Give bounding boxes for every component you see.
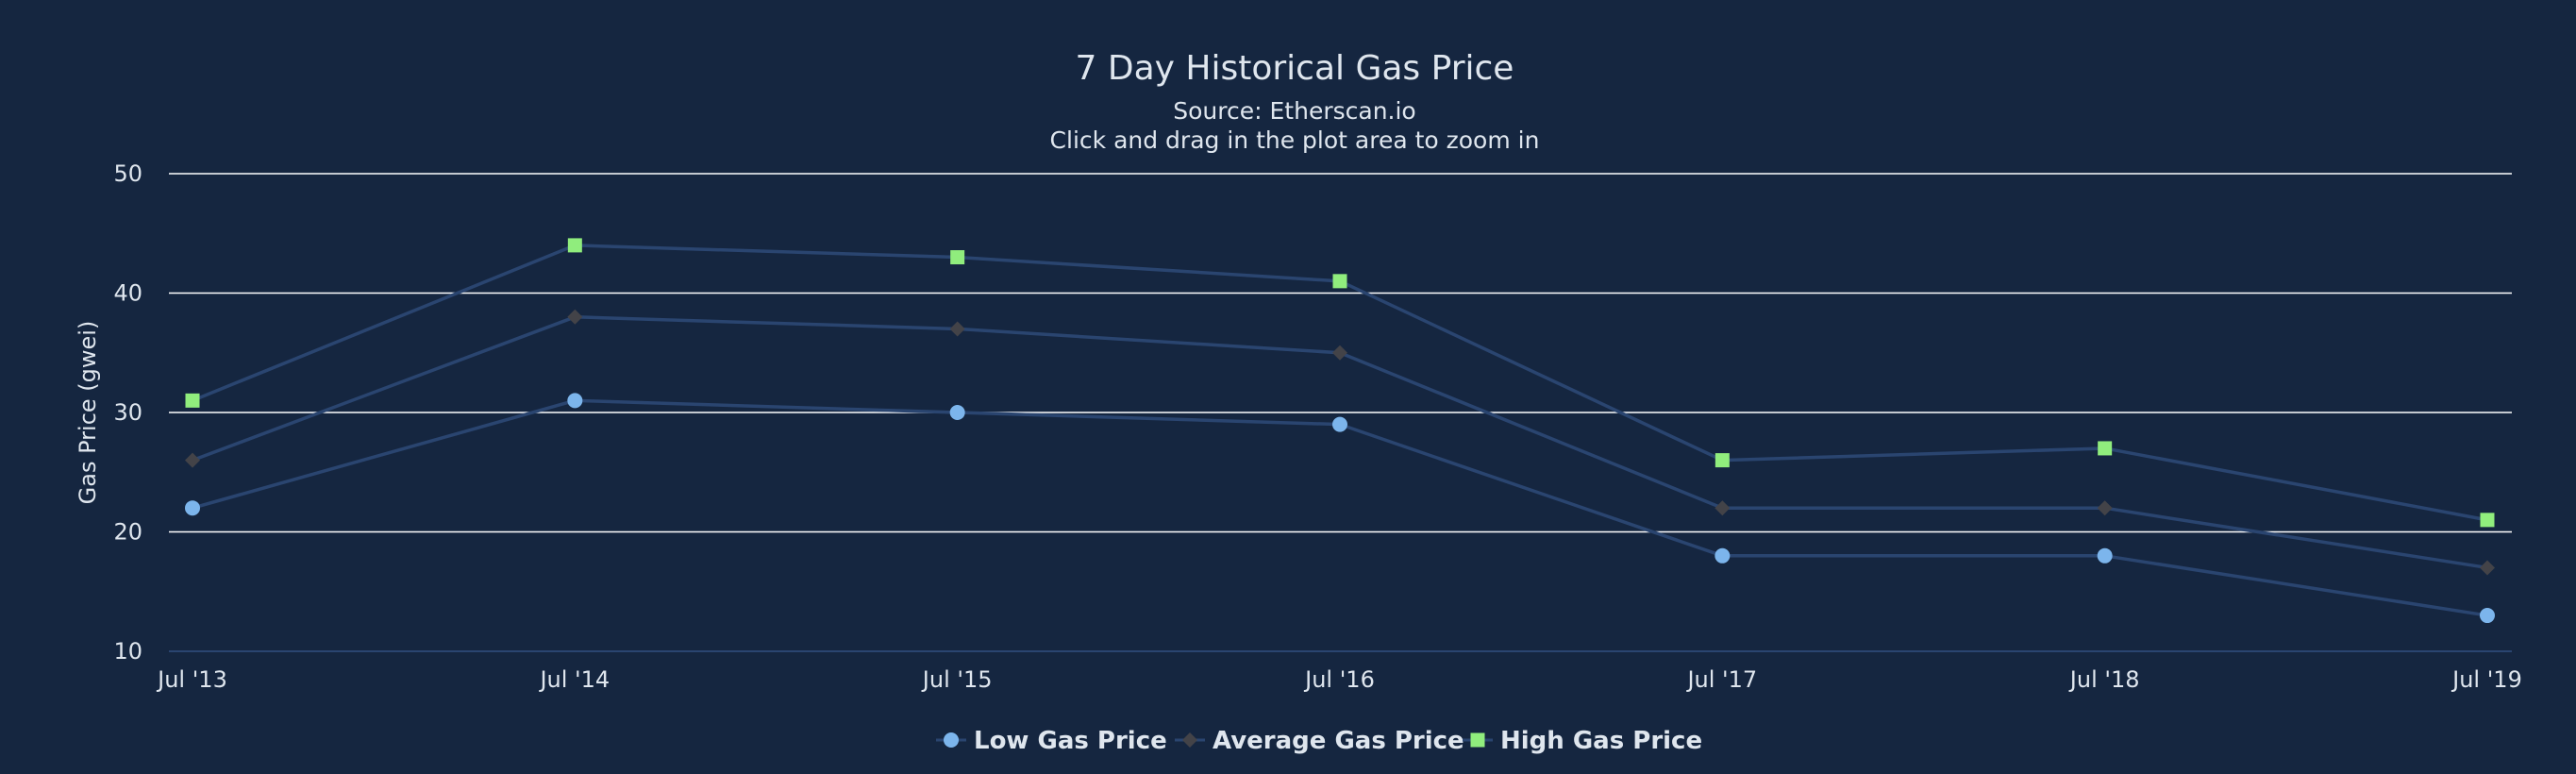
legend-label: High Gas Price xyxy=(1500,727,1702,755)
legend-symbol[interactable] xyxy=(944,732,959,748)
x-tick-label: Jul '15 xyxy=(921,666,993,693)
gridlines xyxy=(169,173,2512,652)
y-tick-label: 40 xyxy=(113,280,142,307)
data-point[interactable] xyxy=(185,500,200,516)
x-tick-label: Jul '18 xyxy=(2068,666,2140,693)
data-point[interactable] xyxy=(2098,441,2113,456)
data-point[interactable] xyxy=(567,238,582,253)
y-axis-title: Gas Price (gwei) xyxy=(75,321,101,505)
series-markers[interactable] xyxy=(185,238,2495,624)
y-axis-ticks: 10 20 30 40 50 xyxy=(113,160,142,665)
x-tick-label: Jul '13 xyxy=(156,666,227,693)
x-tick-label: Jul '14 xyxy=(538,666,610,693)
legend-symbol[interactable] xyxy=(1470,732,1485,748)
x-tick-label: Jul '16 xyxy=(1303,666,1375,693)
legend-item[interactable]: Average Gas Price xyxy=(1175,727,1464,755)
y-tick-label: 50 xyxy=(113,160,142,187)
data-point[interactable] xyxy=(949,405,965,420)
data-point[interactable] xyxy=(950,250,965,265)
legend-label: Low Gas Price xyxy=(974,727,1167,755)
legend-label: Average Gas Price xyxy=(1213,727,1464,755)
y-tick-label: 10 xyxy=(113,638,142,665)
legend-item[interactable]: Low Gas Price xyxy=(936,727,1167,755)
legend-symbol[interactable] xyxy=(1182,732,1197,748)
data-point[interactable] xyxy=(185,393,200,408)
data-point[interactable] xyxy=(185,452,200,468)
chart-title: 7 Day Historical Gas Price xyxy=(1076,49,1514,88)
y-tick-label: 20 xyxy=(113,519,142,546)
data-point[interactable] xyxy=(1715,500,1731,516)
data-point[interactable] xyxy=(567,309,583,325)
data-point[interactable] xyxy=(1715,547,1731,564)
legend-item[interactable]: High Gas Price xyxy=(1463,727,1702,755)
x-axis-ticks: Jul '13 Jul '14 Jul '15 Jul '16 Jul '17 Jul '… xyxy=(156,666,2522,693)
data-point[interactable] xyxy=(2480,513,2495,528)
chart-caption: Click and drag in the plot area to zoom … xyxy=(1050,126,1540,154)
data-point[interactable] xyxy=(2480,560,2495,576)
data-point[interactable] xyxy=(567,393,583,409)
y-tick-label: 30 xyxy=(113,399,142,426)
data-point[interactable] xyxy=(2097,500,2113,516)
data-point[interactable] xyxy=(1332,416,1347,432)
data-point[interactable] xyxy=(1715,453,1730,468)
data-point[interactable] xyxy=(1332,345,1347,361)
data-point[interactable] xyxy=(2097,547,2113,564)
x-tick-label: Jul '19 xyxy=(2451,666,2522,693)
data-point[interactable] xyxy=(949,321,965,337)
x-tick-label: Jul '17 xyxy=(1685,666,1757,693)
chart-subtitle: Source: Etherscan.io xyxy=(1173,97,1415,125)
data-point[interactable] xyxy=(2480,608,2495,624)
legend[interactable]: Low Gas Price Average Gas Price High Gas P… xyxy=(936,727,1702,755)
data-point[interactable] xyxy=(1332,274,1347,289)
